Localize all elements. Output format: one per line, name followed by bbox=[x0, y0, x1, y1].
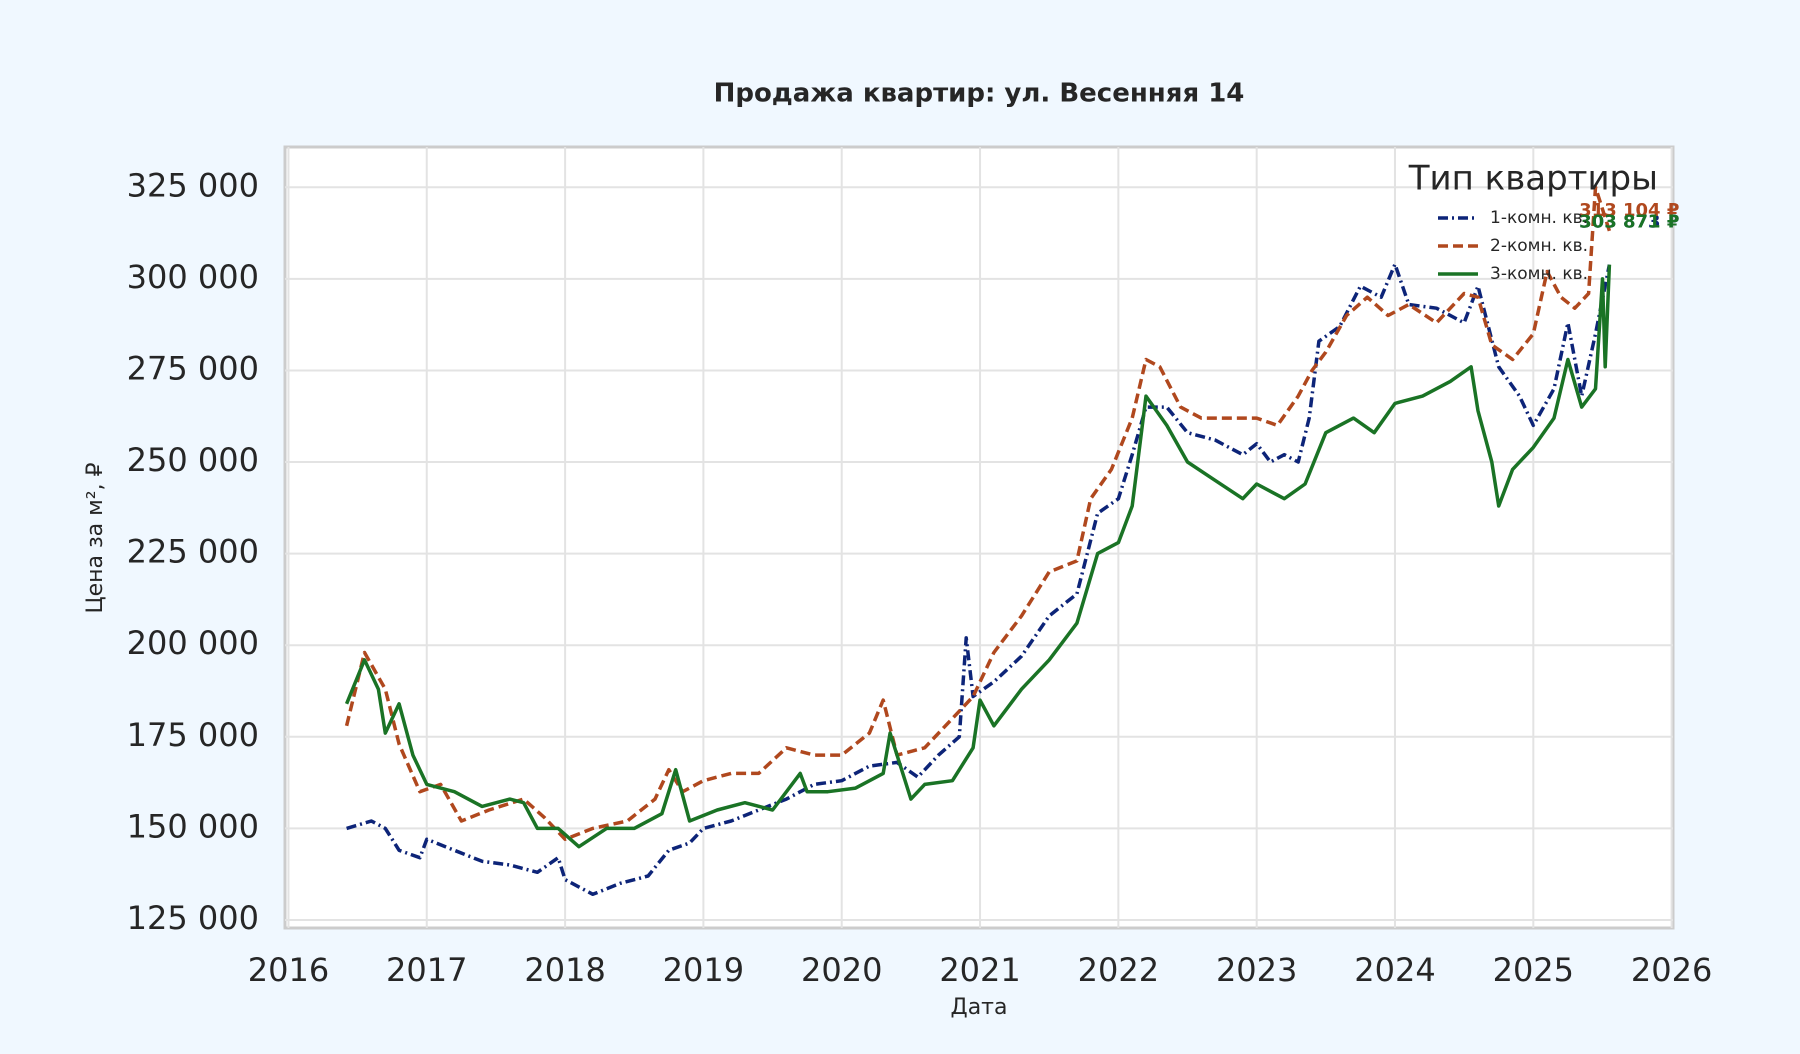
y-tick-label: 175 000 bbox=[127, 716, 259, 754]
series-line bbox=[344, 264, 1612, 849]
y-tick-label: 300 000 bbox=[127, 258, 259, 296]
series-line bbox=[346, 262, 1612, 897]
end-label: 303 871 ₽ bbox=[1579, 212, 1679, 233]
y-tick-label: 250 000 bbox=[127, 441, 259, 479]
x-tick-label: 2023 bbox=[1216, 951, 1297, 989]
x-tick-label: 2020 bbox=[801, 951, 882, 989]
plot-area bbox=[283, 145, 1675, 930]
y-tick-label: 125 000 bbox=[127, 899, 259, 937]
x-tick-label: 2026 bbox=[1631, 951, 1712, 989]
legend-title: Тип квартиры bbox=[1408, 159, 1658, 199]
series-line bbox=[344, 185, 1612, 842]
y-tick-label: 325 000 bbox=[127, 166, 259, 204]
x-tick-label: 2024 bbox=[1354, 951, 1435, 989]
y-tick-label: 275 000 bbox=[127, 349, 259, 387]
x-tick-label: 2017 bbox=[386, 951, 467, 989]
x-tick-label: 2019 bbox=[663, 951, 744, 989]
y-tick-label: 225 000 bbox=[127, 533, 259, 571]
y-axis-label: Цена за м², ₽ bbox=[83, 462, 108, 613]
x-tick-label: 2018 bbox=[524, 951, 605, 989]
end-label: 313 104 ₽ bbox=[1579, 200, 1679, 221]
grid bbox=[285, 147, 1673, 928]
legend-label: 1-комн. кв. bbox=[1490, 208, 1588, 228]
legend: Тип квартиры 1-комн. кв. 2-комн. кв. 3-комн… bbox=[1408, 159, 1658, 285]
y-tick-label: 150 000 bbox=[127, 807, 259, 845]
x-tick-label: 2016 bbox=[248, 951, 329, 989]
lines: 303 873 ₽313 104 ₽303 871 ₽ bbox=[344, 185, 1679, 897]
x-tick-label: 2025 bbox=[1493, 951, 1574, 989]
y-tick-label: 200 000 bbox=[127, 624, 259, 662]
x-tick-label: 2021 bbox=[939, 951, 1020, 989]
legend-label: 2-комн. кв. bbox=[1490, 236, 1588, 256]
x-axis-label: Дата bbox=[951, 995, 1008, 1020]
chart-title: Продажа квартир: ул. Весенняя 14 bbox=[714, 79, 1245, 109]
x-tick-label: 2022 bbox=[1078, 951, 1159, 989]
legend-label: 3-комн. кв. bbox=[1490, 264, 1588, 284]
